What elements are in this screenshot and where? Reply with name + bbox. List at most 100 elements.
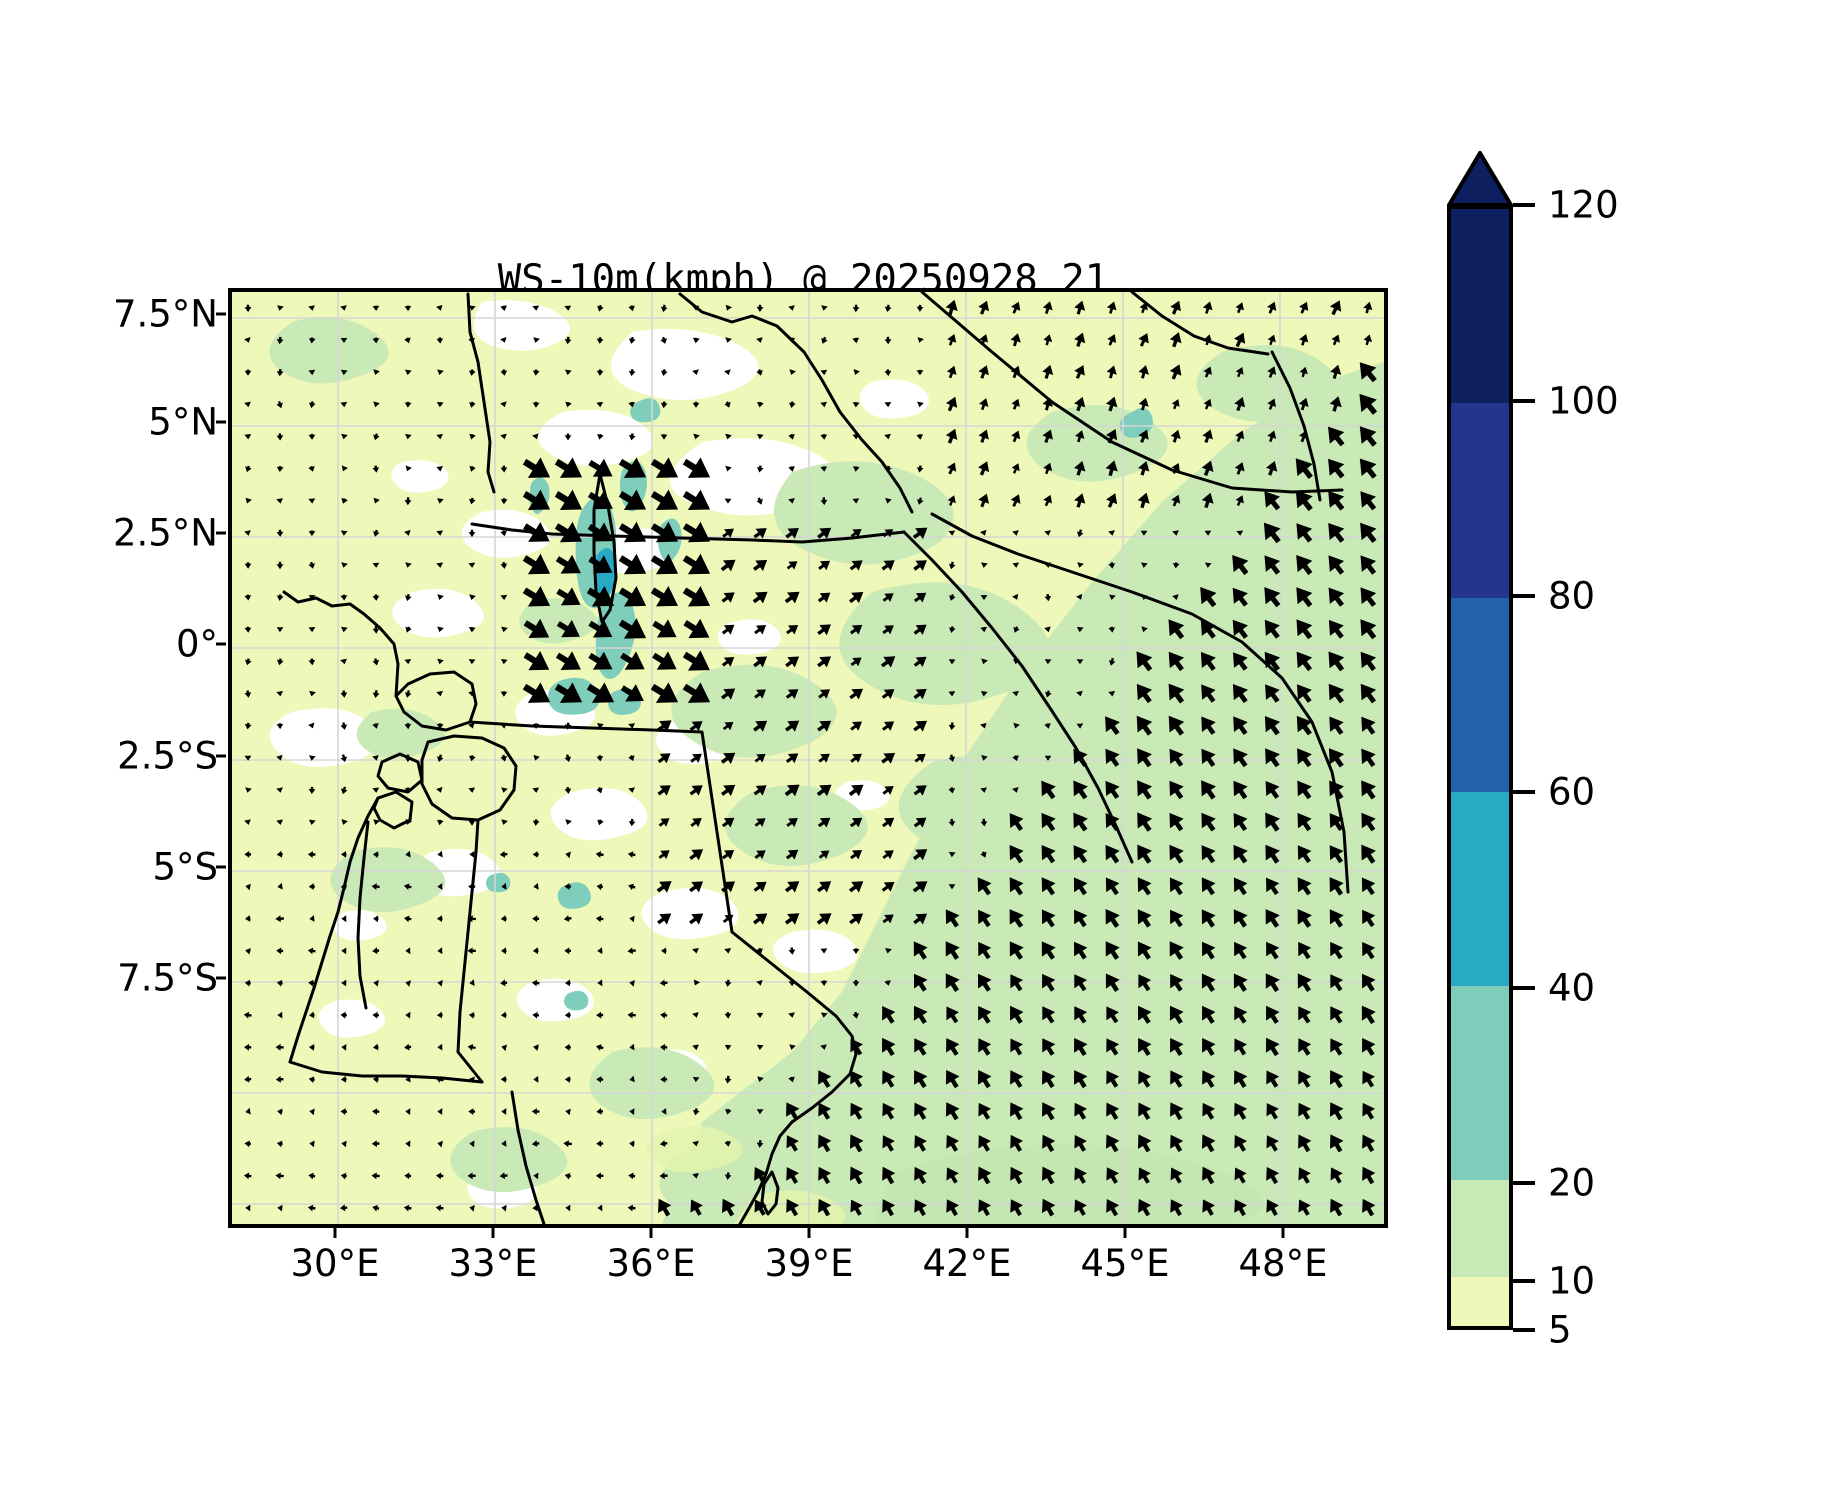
wind-arrow [244, 1140, 251, 1148]
ytick-label-6: 7.5°S [117, 956, 218, 1000]
wind-arrow [914, 1166, 928, 1185]
wind-arrow [372, 723, 379, 729]
wind-arrow [1362, 1102, 1375, 1120]
wind-arrow [404, 1172, 412, 1180]
wind-arrow [948, 561, 956, 570]
wind-arrow [1074, 1038, 1088, 1056]
wind-arrow [1138, 365, 1149, 379]
wind-arrow [1009, 877, 1024, 896]
wind-arrow [1108, 626, 1116, 633]
wind-arrow [821, 336, 828, 344]
wind-arrow [437, 1108, 443, 1115]
wind-arrow [1076, 690, 1083, 697]
wind-arrow [532, 915, 540, 923]
wind-arrow [308, 305, 315, 311]
wind-arrow [882, 1006, 896, 1024]
wind-arrow [1202, 1199, 1215, 1216]
wind-arrow [882, 1037, 896, 1056]
colorbar[interactable] [1447, 205, 1513, 1330]
wind-arrow [308, 465, 315, 472]
wind-arrow [1267, 398, 1276, 410]
wind-arrow [690, 818, 702, 828]
wind-arrow [405, 1075, 411, 1083]
wind-arrow [753, 528, 767, 539]
wind-arrow [756, 465, 764, 473]
wind-arrow [722, 528, 734, 538]
wind-arrow [587, 522, 614, 542]
wind-arrow [1042, 397, 1053, 411]
wind-arrow [499, 1172, 508, 1180]
wind-arrow [373, 369, 380, 375]
wind-arrow [1108, 691, 1116, 697]
wind-arrow [852, 1011, 860, 1019]
map-clip-region [232, 292, 1384, 1224]
wind-arrow [660, 369, 668, 376]
wind-arrow [596, 1076, 604, 1083]
wind-arrow [1233, 780, 1248, 800]
wind-arrow [650, 586, 678, 607]
wind-arrow [276, 529, 284, 537]
wind-arrow [523, 522, 550, 542]
wind-arrow [1297, 973, 1312, 992]
wind-arrow [690, 1199, 703, 1216]
wind-arrow [468, 1012, 475, 1019]
wind-arrow [404, 305, 412, 312]
wind-arrow [276, 691, 283, 697]
wind-arrow [1106, 1167, 1119, 1184]
wind-arrow [692, 1012, 699, 1018]
wind-arrow [341, 626, 348, 633]
wind-arrow [650, 521, 679, 543]
wind-arrow [1298, 941, 1312, 960]
wind-arrow [468, 369, 476, 376]
wind-arrow [436, 786, 443, 793]
wind-arrow [788, 466, 795, 472]
wind-arrow [917, 497, 924, 505]
wind-arrow [373, 433, 380, 441]
wind-arrow [1203, 334, 1212, 346]
wind-arrow [501, 882, 507, 890]
xtick-label-6: 48°E [1238, 1242, 1328, 1285]
wind-arrow [1105, 396, 1118, 412]
wind-arrow [788, 305, 795, 311]
wind-arrow [341, 497, 348, 504]
wind-arrow [1011, 463, 1020, 474]
wind-arrow [1234, 462, 1245, 475]
wind-arrow [724, 369, 731, 375]
wind-arrow [914, 1102, 928, 1120]
wind-arrow [978, 1006, 992, 1024]
wind-arrow [555, 554, 581, 574]
wind-arrow [1170, 1102, 1184, 1121]
wind-arrow [1170, 1070, 1184, 1088]
wind-arrow [372, 625, 380, 634]
wind-arrow [244, 1043, 252, 1051]
wind-arrow [500, 369, 508, 376]
colorbar-label-120: 120 [1548, 183, 1619, 227]
wind-arrow [818, 1134, 832, 1153]
xtick-label-4: 42°E [922, 1242, 1012, 1285]
wind-arrow [852, 466, 860, 472]
map-plot-area[interactable] [228, 288, 1388, 1228]
wind-arrow [1044, 626, 1051, 633]
wind-arrow [978, 941, 992, 960]
wind-arrow [916, 304, 924, 312]
wind-arrow [754, 1199, 767, 1216]
wind-arrow [820, 369, 828, 376]
wind-arrow [816, 784, 832, 797]
ytick-mark-4 [216, 754, 226, 758]
wind-arrow [1105, 716, 1120, 736]
wind-arrow [436, 723, 444, 730]
wind-arrow [341, 1044, 347, 1051]
wind-arrow [1109, 594, 1116, 600]
colorbar-tick-100 [1513, 398, 1535, 403]
wind-arrow [437, 1140, 443, 1148]
wind-arrow [371, 883, 380, 890]
wind-arrow [501, 819, 508, 825]
wind-arrow [753, 785, 767, 796]
wind-arrow [555, 651, 581, 670]
wind-arrow [650, 682, 679, 703]
wind-arrow [436, 754, 444, 762]
wind-arrow [372, 305, 380, 311]
wind-arrow [1362, 1134, 1376, 1153]
wind-arrow [1330, 1070, 1344, 1089]
wind-arrow [469, 755, 476, 762]
